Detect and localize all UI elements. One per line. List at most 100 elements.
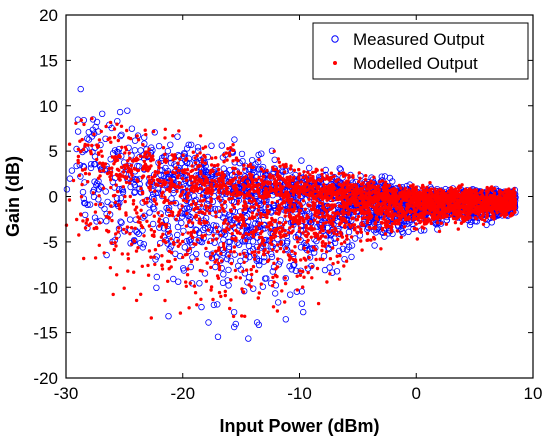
modelled-point	[142, 234, 146, 238]
modelled-point	[393, 222, 397, 226]
modelled-point	[198, 268, 202, 273]
modelled-point	[268, 227, 272, 232]
measured-point	[248, 156, 256, 164]
modelled-point	[241, 220, 246, 224]
modelled-point	[231, 143, 235, 147]
modelled-point	[438, 187, 443, 192]
modelled-point	[420, 216, 424, 220]
modelled-point	[116, 138, 121, 143]
modelled-point	[191, 229, 196, 233]
modelled-point	[87, 223, 91, 227]
measured-point	[247, 224, 254, 231]
modelled-point	[171, 240, 176, 245]
modelled-point	[196, 206, 200, 210]
modelled-point	[176, 161, 180, 165]
modelled-point	[200, 210, 205, 215]
modelled-point	[234, 239, 238, 243]
measured-point	[279, 239, 286, 246]
modelled-point	[195, 257, 199, 261]
modelled-point	[109, 178, 113, 182]
modelled-point	[238, 176, 242, 180]
modelled-point	[292, 216, 296, 220]
modelled-point	[180, 185, 184, 189]
modelled-point	[93, 256, 98, 260]
modelled-point	[313, 247, 318, 252]
measured-point	[282, 167, 289, 175]
modelled-point	[188, 281, 192, 285]
measured-point	[167, 141, 174, 148]
modelled-point	[302, 170, 306, 174]
modelled-point	[485, 192, 489, 196]
modelled-point	[210, 156, 214, 160]
measured-point	[92, 123, 99, 131]
modelled-point	[125, 175, 129, 179]
modelled-point	[153, 248, 158, 252]
measured-point	[241, 270, 249, 277]
modelled-point	[193, 156, 197, 160]
modelled-point	[276, 169, 280, 174]
modelled-point	[221, 191, 225, 195]
measured-point	[141, 212, 148, 219]
modelled-point	[244, 268, 249, 272]
modelled-point	[339, 242, 344, 246]
modelled-point	[367, 225, 371, 229]
modelled-point	[473, 215, 477, 220]
modelled-point	[178, 311, 183, 315]
modelled-point	[490, 185, 494, 189]
measured-point	[308, 262, 315, 270]
modelled-point	[210, 168, 214, 172]
modelled-point	[285, 193, 289, 197]
measured-point	[103, 251, 110, 259]
measured-point	[146, 209, 153, 216]
modelled-point	[163, 127, 167, 131]
modelled-point	[159, 235, 164, 239]
modelled-point	[152, 197, 156, 202]
modelled-point	[321, 221, 326, 226]
modelled-point	[390, 229, 394, 234]
measured-point	[255, 321, 262, 328]
modelled-point	[435, 221, 440, 225]
modelled-point	[236, 199, 241, 203]
modelled-point	[271, 232, 275, 236]
modelled-point	[212, 164, 217, 168]
modelled-point	[390, 209, 394, 214]
modelled-point	[108, 120, 113, 125]
measured-point	[179, 188, 187, 196]
modelled-point	[211, 297, 215, 302]
modelled-point	[224, 151, 228, 155]
modelled-point	[231, 314, 236, 319]
modelled-point	[111, 292, 115, 297]
modelled-point	[298, 226, 302, 230]
modelled-point	[116, 230, 120, 234]
modelled-point	[81, 147, 86, 152]
modelled-point	[321, 228, 325, 233]
measured-point	[185, 141, 192, 148]
measured-point	[253, 243, 261, 251]
modelled-point	[142, 159, 146, 164]
measured-point	[333, 268, 341, 275]
modelled-point	[253, 250, 257, 254]
modelled-point	[256, 208, 261, 212]
modelled-point	[181, 232, 185, 236]
modelled-point	[115, 273, 119, 277]
modelled-point	[157, 243, 161, 248]
modelled-point	[220, 259, 224, 263]
measured-point	[268, 250, 275, 258]
modelled-point	[181, 255, 185, 259]
measured-point	[226, 166, 233, 174]
modelled-point	[416, 218, 420, 222]
modelled-point	[240, 314, 244, 318]
modelled-point	[283, 170, 287, 174]
measured-point	[211, 239, 218, 246]
modelled-point	[189, 233, 193, 237]
modelled-point	[351, 199, 355, 204]
modelled-point	[140, 264, 144, 268]
modelled-point	[120, 252, 125, 256]
measured-point	[336, 165, 343, 172]
measured-point	[167, 243, 175, 250]
modelled-point	[226, 181, 230, 185]
modelled-point	[282, 199, 286, 203]
measured-point	[282, 275, 289, 282]
measured-point	[84, 201, 91, 208]
measured-point	[466, 221, 474, 229]
